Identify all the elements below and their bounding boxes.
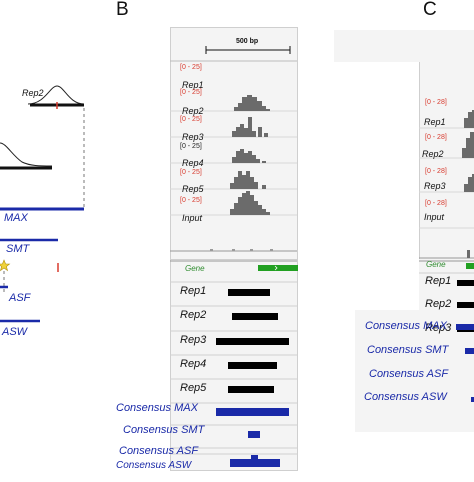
max-label: MAX xyxy=(4,212,28,224)
rep1-range: [0 - 25] xyxy=(180,64,202,71)
panel-c-tracks-svg xyxy=(419,110,474,259)
rep5-range: [0 - 25] xyxy=(180,169,202,176)
rep3-row-label: Rep3 xyxy=(180,334,207,346)
rep2-peak-bar xyxy=(232,313,278,320)
panel-b-track-box xyxy=(170,27,298,260)
panel-b-letter: B xyxy=(116,0,129,20)
rep2-row-label: Rep2 xyxy=(180,309,207,321)
consensus-asw-bar xyxy=(230,459,280,467)
rep1-coverage-histogram xyxy=(234,95,270,111)
panel-a-diagram xyxy=(0,85,85,323)
consensus-asw-label: Consensus ASW xyxy=(116,460,192,471)
rep5-row-label: Rep5 xyxy=(180,382,207,394)
panel-c-rep2-row-label: Rep2 xyxy=(425,298,452,310)
rep5-peak-bar xyxy=(228,386,274,393)
gene-bar xyxy=(258,265,298,271)
rep3-track-label: Rep3 xyxy=(182,132,204,142)
panel-c-input-range: [0 - 28] xyxy=(425,200,447,207)
panel-c-rep3-label: Rep3 xyxy=(424,181,446,191)
rep4-coverage-histogram xyxy=(230,171,266,189)
rep4-track-label: Rep4 xyxy=(182,158,204,168)
panel-c-track-box xyxy=(419,62,474,259)
panel-c-consensus-smt-bar xyxy=(465,348,474,354)
rep-gaussian-curve-lower xyxy=(0,142,53,167)
rep1-track-label: Rep1 xyxy=(182,80,204,90)
star-icon xyxy=(0,259,11,272)
asw-label: ASW xyxy=(2,326,28,338)
panel-c-consensus-max-label: Consensus MAX xyxy=(365,320,447,332)
input-coverage-histogram xyxy=(210,249,273,251)
panel-c-input-label: Input xyxy=(424,212,445,222)
panel-c-rep1-label: Rep1 xyxy=(424,117,446,127)
panel-c-gene-label: Gene xyxy=(426,260,446,269)
panel-b-tracks-svg xyxy=(170,46,297,252)
panel-c-rep1-range: [0 - 28] xyxy=(425,99,447,106)
panel-c-consensus-asf-label: Consensus ASF xyxy=(369,368,449,380)
rep2-label: Rep2 xyxy=(22,88,44,98)
panel-b-peaks-svg xyxy=(170,260,298,462)
panel-c-consensus-asw-label: Consensus ASW xyxy=(364,391,447,403)
panel-c-rep2-peak-bar xyxy=(457,302,474,308)
panel-c-input-histogram xyxy=(467,250,470,258)
consensus-smt-label: Consensus SMT xyxy=(123,424,205,436)
rep2-range: [0 - 25] xyxy=(180,89,202,96)
panel-c-rep3-range: [0 - 28] xyxy=(425,168,447,175)
rep4-range: [0 - 25] xyxy=(180,143,202,150)
consensus-max-label: Consensus MAX xyxy=(116,402,198,414)
panel-c-rep1-row-label: Rep1 xyxy=(425,275,452,287)
panel-c-rep1-peak-bar xyxy=(457,280,474,286)
panel-c-consensus-max-bar xyxy=(456,324,474,330)
panel-c-header-box xyxy=(334,30,474,62)
panel-c-rep2-label: Rep2 xyxy=(422,149,444,159)
panel-c-consensus-smt-label: Consensus SMT xyxy=(367,344,449,356)
input-track-label: Input xyxy=(182,213,203,223)
smt-label: SMT xyxy=(6,243,30,255)
rep3-peak-bar xyxy=(216,338,289,345)
scale-bar-label: 500 bp xyxy=(236,38,259,45)
panel-b-asw-svg xyxy=(170,453,297,467)
rep3-range: [0 - 25] xyxy=(180,116,202,123)
rep2-track-label: Rep2 xyxy=(182,106,204,116)
rep5-track-label: Rep5 xyxy=(182,184,204,194)
rep1-peak-bar xyxy=(228,289,270,296)
panel-c-consensus-asw-bar xyxy=(471,397,474,402)
rep3-coverage-histogram xyxy=(232,149,266,163)
asf-label: ASF xyxy=(9,292,31,304)
panel-c-gene-bar xyxy=(466,263,474,269)
rep5-coverage-histogram xyxy=(230,191,270,215)
rep2-coverage-histogram xyxy=(232,117,268,137)
rep4-row-label: Rep4 xyxy=(180,358,207,370)
consensus-smt-bar xyxy=(248,431,260,438)
panel-c-rep3-histogram xyxy=(464,174,474,192)
rep4-peak-bar xyxy=(228,362,277,369)
consensus-asf-label: Consensus ASF xyxy=(119,445,199,457)
consensus-asf-bar xyxy=(251,455,258,462)
consensus-max-bar xyxy=(216,408,289,416)
panel-c-letter: C xyxy=(423,0,437,20)
panel-c-rep2-histogram xyxy=(462,132,474,158)
panel-c-rep1-histogram xyxy=(464,110,474,128)
rep1-row-label: Rep1 xyxy=(180,285,207,297)
input-range: [0 - 25] xyxy=(180,197,202,204)
panel-c-consensus-box xyxy=(355,310,474,432)
panel-c-consensus-svg xyxy=(456,324,474,402)
panel-c-rep3-row-label: Rep3 xyxy=(425,322,452,334)
gene-direction-arrow xyxy=(274,265,278,271)
rep2-gaussian-curve xyxy=(27,85,85,105)
panel-c-rep2-range: [0 - 28] xyxy=(425,134,447,141)
gene-label: Gene xyxy=(185,264,205,273)
